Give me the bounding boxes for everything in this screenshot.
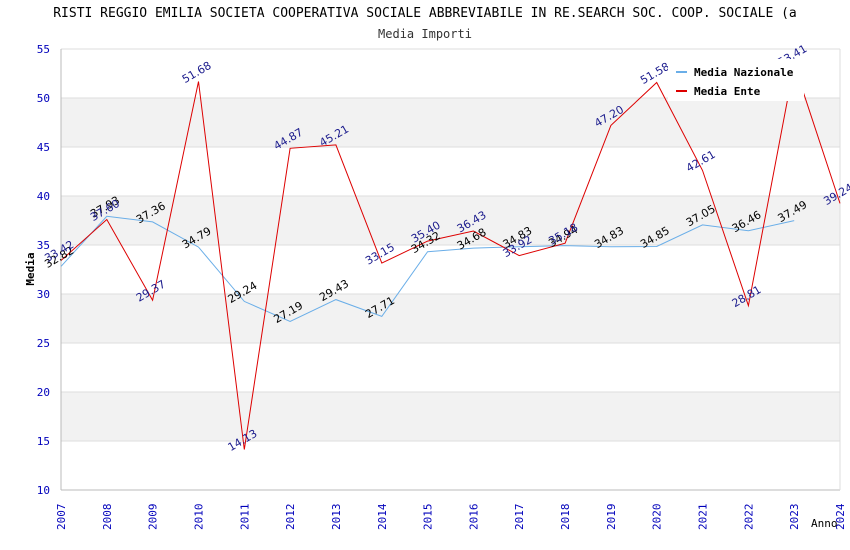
data-label-media-ente: 51.58: [638, 60, 672, 87]
x-tick-label: 2022: [742, 504, 755, 531]
legend-label-media-nazionale: Media Nazionale: [694, 66, 794, 79]
x-tick-label: 2023: [788, 504, 801, 531]
x-tick-label: 2021: [697, 504, 710, 531]
y-tick-label: 50: [37, 92, 50, 105]
y-tick-label: 15: [37, 435, 50, 448]
x-tick-label: 2018: [559, 504, 572, 531]
plot-band: [61, 98, 840, 147]
chart-subtitle: Media Importi: [378, 27, 472, 41]
x-tick-label: 2016: [467, 504, 480, 531]
x-tick-label: 2013: [330, 504, 343, 531]
y-tick-label: 40: [37, 190, 50, 203]
x-tick-label: 2019: [605, 504, 618, 531]
plot-band: [61, 196, 840, 245]
x-axis-label: Anno: [811, 517, 838, 530]
x-tick-label: 2010: [192, 504, 205, 531]
y-tick-label: 10: [37, 484, 50, 497]
series-line-media-ente: [60, 62, 841, 450]
series-line-media-nazionale: [60, 215, 795, 323]
x-tick-label: 2007: [55, 504, 68, 531]
x-tick-label: 2011: [238, 504, 251, 531]
x-tick-label: 2012: [284, 504, 297, 531]
y-tick-label: 25: [37, 337, 50, 350]
legend-label-media-ente: Media Ente: [694, 85, 761, 98]
x-tick-label: 2008: [101, 504, 114, 531]
x-tick-label: 2015: [422, 504, 435, 531]
y-tick-label: 55: [37, 43, 50, 56]
plot-band: [61, 392, 840, 441]
data-label-media-ente: 51.68: [180, 59, 214, 86]
y-tick-label: 20: [37, 386, 50, 399]
x-tick-label: 2014: [376, 503, 389, 530]
chart-title: RISTI REGGIO EMILIA SOCIETA COOPERATIVA …: [53, 6, 797, 21]
x-tick-label: 2017: [513, 504, 526, 531]
legend-box: [668, 59, 804, 101]
y-tick-label: 35: [37, 239, 50, 252]
data-label-media-ente: 42.61: [684, 148, 718, 175]
x-tick-label: 2020: [651, 504, 664, 531]
x-tick-label: 2009: [147, 504, 160, 531]
plot-band: [61, 294, 840, 343]
x-tick-label: 2024: [834, 503, 847, 530]
y-tick-label: 30: [37, 288, 50, 301]
y-axis-label: Media: [24, 252, 37, 285]
y-tick-label: 45: [37, 141, 50, 154]
